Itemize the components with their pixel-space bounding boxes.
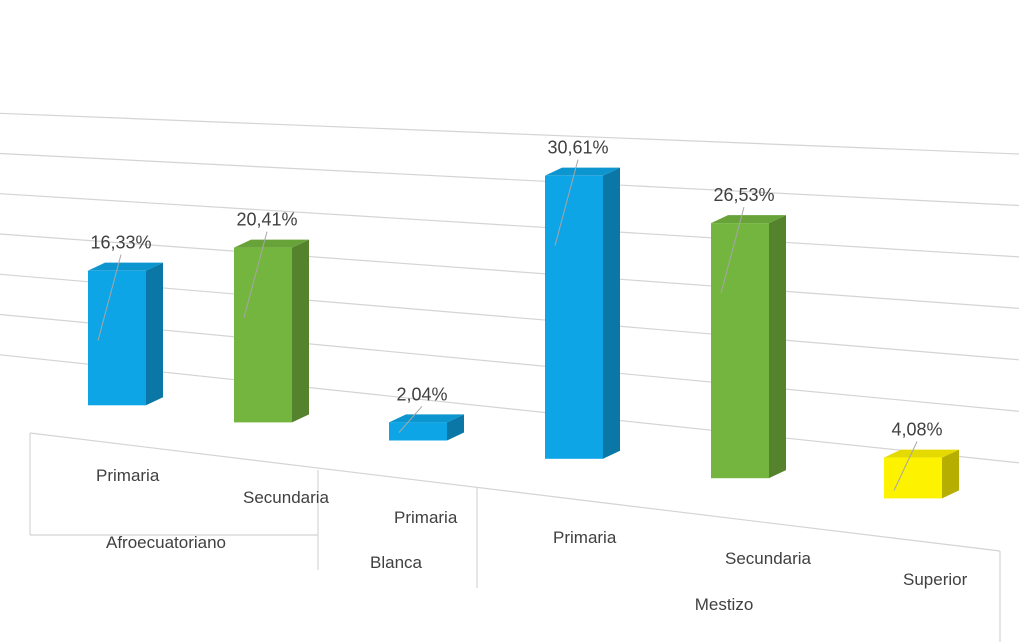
- bar-front: [88, 270, 146, 406]
- bar-side: [146, 262, 163, 406]
- bar-top: [545, 167, 620, 176]
- group-label: Afroecuatoriano: [106, 533, 226, 552]
- bar-side: [447, 414, 464, 441]
- gridline: [0, 112, 1019, 155]
- bar-top: [88, 262, 163, 271]
- leader-line: [893, 441, 918, 491]
- bar-side: [769, 215, 786, 479]
- gridline: [0, 354, 1019, 464]
- bar-front: [234, 247, 292, 423]
- leader-line: [554, 159, 579, 246]
- bar-mestizo-secundaria: [711, 215, 786, 479]
- data-label: 20,41%: [236, 210, 297, 230]
- axis-baseline: [29, 432, 1001, 552]
- gridlines: [0, 112, 1019, 464]
- leader-line: [97, 254, 122, 341]
- bar-front: [884, 457, 942, 499]
- data-label: 4,08%: [891, 420, 942, 440]
- bar-mestizo-primaria: [545, 167, 620, 459]
- category-label: Superior: [903, 570, 968, 589]
- gridline: [0, 273, 1019, 361]
- category-label: Primaria: [96, 466, 160, 485]
- leader-line: [243, 231, 268, 318]
- bar-front: [389, 422, 447, 441]
- bars: [88, 167, 959, 499]
- gridline: [0, 313, 1019, 412]
- labels: 16,33% Primaria 20,41% Secundaria Afroecuato…: [90, 138, 967, 614]
- category-label: Secundaria: [725, 549, 812, 568]
- data-label: 30,61%: [547, 138, 608, 158]
- bar-top: [711, 215, 786, 224]
- bar-afroecuatoriano-secundaria: [234, 239, 309, 423]
- data-label: 26,53%: [713, 185, 774, 205]
- data-label: 16,33%: [90, 233, 151, 253]
- bar-blanca-primaria: [389, 414, 464, 441]
- category-label: Primaria: [394, 508, 458, 527]
- category-label: Primaria: [553, 528, 617, 547]
- group-label: Blanca: [370, 553, 423, 572]
- category-axis-frame: [29, 432, 1001, 642]
- bar-side: [292, 239, 309, 423]
- data-label: 2,04%: [396, 384, 447, 404]
- gridline: [0, 233, 1019, 309]
- bar-front: [711, 223, 769, 479]
- bar-front: [545, 175, 603, 459]
- gridline: [0, 193, 1019, 258]
- bar-mestizo-superior: [884, 449, 959, 499]
- bar-top: [234, 239, 309, 248]
- bar-top: [389, 414, 464, 423]
- bar-top: [884, 449, 959, 458]
- bar-side: [942, 449, 959, 499]
- bar-side: [603, 167, 620, 459]
- leader-line: [720, 206, 745, 294]
- gridline: [0, 152, 1019, 207]
- leader-line: [398, 406, 423, 433]
- category-label: Secundaria: [243, 488, 330, 507]
- group-label: Mestizo: [695, 595, 754, 614]
- bar-afroecuatoriano-primaria: [88, 262, 163, 406]
